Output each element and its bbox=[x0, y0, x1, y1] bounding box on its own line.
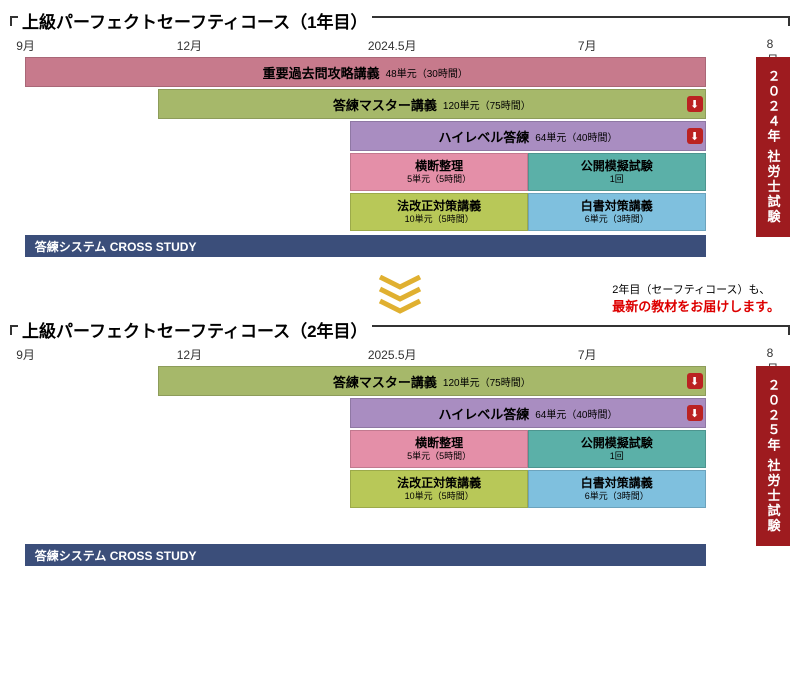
year2-title: 上級パーフェクトセーフティコース（2年目） bbox=[22, 317, 368, 342]
note-line1: 2年目（セーフティコース）も、 bbox=[612, 283, 780, 298]
bar-detail: 5単元（5時間） bbox=[407, 451, 471, 462]
axis-tick: 9月 bbox=[16, 346, 35, 363]
course-bar: 白書対策講義6単元（3時間） bbox=[528, 193, 706, 231]
system-bar: 答練システム CROSS STUDY bbox=[25, 235, 706, 257]
year2-exam-box: ２０２５年 社労士試験 bbox=[756, 366, 790, 546]
note-line2: 最新の教材をお届けします。 bbox=[612, 298, 780, 316]
bar-name: 公開模擬試験 bbox=[581, 436, 653, 450]
bar-name: 重要過去問攻略講義 bbox=[263, 63, 380, 82]
bar-detail: 6単元（3時間） bbox=[585, 214, 649, 225]
axis-tick: 2025.5月 bbox=[368, 346, 417, 363]
course-bar: 答練マスター講義 120単元（75時間） ⬇ bbox=[158, 366, 706, 396]
course-bar: 答練マスター講義 120単元（75時間） ⬇ bbox=[158, 89, 706, 119]
bar-detail: 120単元（75時間） bbox=[443, 374, 531, 389]
course-bar: 白書対策講義6単元（3時間） bbox=[528, 470, 706, 508]
bar-detail: 1回 bbox=[610, 451, 624, 462]
axis-tick: 12月 bbox=[177, 37, 202, 54]
course-bar: 法改正対策講義10単元（5時間） bbox=[350, 470, 528, 508]
year2-section: 2年目（セーフティコース）も、 最新の教材をお届けします。 上級パーフェクトセー… bbox=[10, 317, 790, 576]
system-bar: 答練システム CROSS STUDY bbox=[25, 544, 706, 566]
bracket-left bbox=[10, 16, 18, 26]
bar-detail: 64単元（40時間） bbox=[535, 406, 617, 421]
bar-detail: 5単元（5時間） bbox=[407, 174, 471, 185]
course-bar: 公開模擬試験1回 bbox=[528, 153, 706, 191]
bar-name: 白書対策講義 bbox=[581, 199, 653, 213]
bar-name: 答練マスター講義 bbox=[333, 95, 437, 114]
download-icon[interactable]: ⬇ bbox=[687, 128, 703, 144]
year1-section: 上級パーフェクトセーフティコース（1年目） 9月12月2024.5月7月8月 重… bbox=[10, 8, 790, 267]
download-icon[interactable]: ⬇ bbox=[687, 96, 703, 112]
year2-axis: 9月12月2025.5月7月8月 bbox=[10, 346, 790, 364]
bracket-right bbox=[372, 325, 790, 335]
bar-detail: 64単元（40時間） bbox=[535, 129, 617, 144]
download-icon[interactable]: ⬇ bbox=[687, 373, 703, 389]
bar-name: ハイレベル答練 bbox=[438, 127, 529, 146]
bar-detail: 48単元（30時間） bbox=[386, 65, 468, 80]
bar-detail: 120単元（75時間） bbox=[443, 97, 531, 112]
axis-tick: 7月 bbox=[578, 346, 597, 363]
year1-title-row: 上級パーフェクトセーフティコース（1年目） bbox=[10, 8, 790, 33]
course-bar: ハイレベル答練 64単元（40時間） ⬇ bbox=[350, 121, 705, 151]
year2-note: 2年目（セーフティコース）も、 最新の教材をお届けします。 bbox=[612, 283, 780, 317]
axis-tick: 12月 bbox=[177, 346, 202, 363]
course-bar: ハイレベル答練 64単元（40時間） ⬇ bbox=[350, 398, 705, 428]
year2-title-row: 上級パーフェクトセーフティコース（2年目） bbox=[10, 317, 790, 342]
course-bar: 横断整理5単元（5時間） bbox=[350, 430, 528, 468]
bar-name: ハイレベル答練 bbox=[438, 404, 529, 423]
course-bar: 重要過去問攻略講義 48単元（30時間） bbox=[25, 57, 706, 87]
download-icon[interactable]: ⬇ bbox=[687, 405, 703, 421]
course-bar: 法改正対策講義10単元（5時間） bbox=[350, 193, 528, 231]
axis-tick: 7月 bbox=[578, 37, 597, 54]
bar-detail: 1回 bbox=[610, 174, 624, 185]
bar-name: 答練マスター講義 bbox=[333, 372, 437, 391]
course-bar: 公開模擬試験1回 bbox=[528, 430, 706, 468]
axis-tick: 9月 bbox=[16, 37, 35, 54]
bar-detail: 10単元（5時間） bbox=[405, 491, 474, 502]
year1-exam-box: ２０２４年 社労士試験 bbox=[756, 57, 790, 237]
bar-detail: 10単元（5時間） bbox=[405, 214, 474, 225]
bar-name: 横断整理 bbox=[415, 436, 463, 450]
bracket-left bbox=[10, 325, 18, 335]
bar-name: 白書対策講義 bbox=[581, 476, 653, 490]
year2-timeline: 9月12月2025.5月7月8月 答練マスター講義120単元（75時間）⬇ハイレ… bbox=[10, 346, 790, 576]
bar-name: 横断整理 bbox=[415, 159, 463, 173]
year1-axis: 9月12月2024.5月7月8月 bbox=[10, 37, 790, 55]
bar-name: 法改正対策講義 bbox=[397, 476, 481, 490]
bar-detail: 6単元（3時間） bbox=[585, 491, 649, 502]
bar-name: 公開模擬試験 bbox=[581, 159, 653, 173]
year1-title: 上級パーフェクトセーフティコース（1年目） bbox=[22, 8, 368, 33]
axis-tick: 2024.5月 bbox=[368, 37, 417, 54]
bar-name: 法改正対策講義 bbox=[397, 199, 481, 213]
course-bar: 横断整理5単元（5時間） bbox=[350, 153, 528, 191]
year1-timeline: 9月12月2024.5月7月8月 重要過去問攻略講義48単元（30時間）答練マス… bbox=[10, 37, 790, 267]
bracket-right bbox=[372, 16, 790, 26]
